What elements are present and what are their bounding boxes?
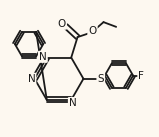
Text: N: N <box>69 98 77 108</box>
Text: O: O <box>58 19 66 29</box>
Text: S: S <box>97 74 104 84</box>
Text: N: N <box>39 52 47 62</box>
Text: O: O <box>88 26 97 36</box>
Text: F: F <box>138 71 144 81</box>
Text: N: N <box>28 74 35 84</box>
